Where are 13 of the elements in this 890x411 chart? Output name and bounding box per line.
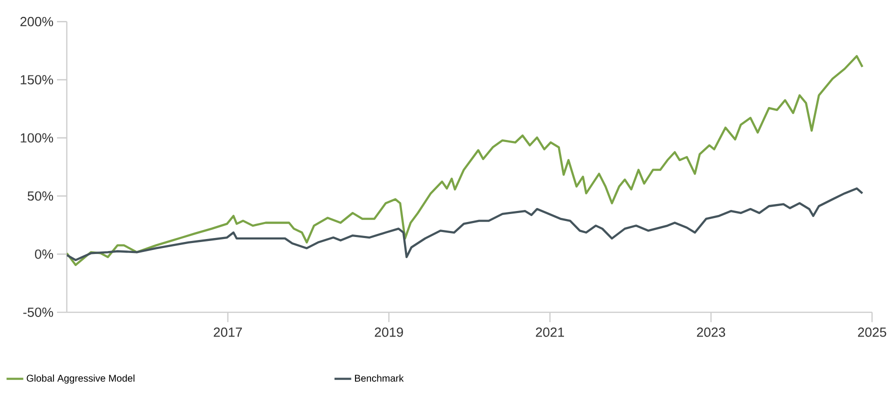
y-tick-label: -50% <box>23 307 54 317</box>
legend-label: Global Aggressive Model <box>26 374 134 384</box>
y-tick-label: 0% <box>34 249 54 259</box>
legend-label: Benchmark <box>355 374 404 382</box>
x-tick-label: 2021 <box>536 327 564 337</box>
y-tick-label: 50% <box>28 191 54 200</box>
y-tick-label: 200% <box>20 16 54 26</box>
x-tick-label: 2023 <box>696 327 726 337</box>
y-tick-label: 100% <box>20 132 54 142</box>
x-tick-label: 2019 <box>374 327 403 337</box>
x-tick-label: 2017 <box>214 327 242 337</box>
y-tick-label: 150% <box>20 74 54 84</box>
x-tick-label: 2025 <box>858 327 886 337</box>
